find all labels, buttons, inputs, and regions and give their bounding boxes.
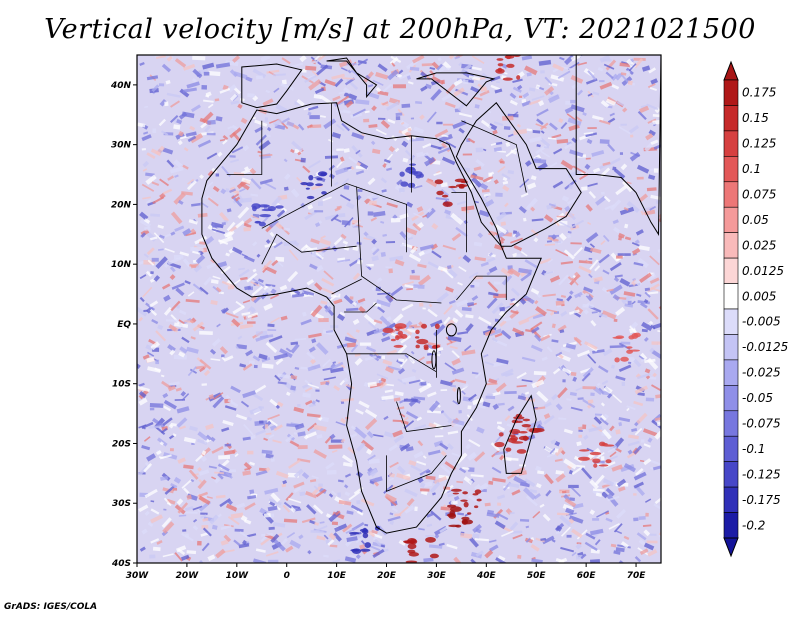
iberia-coastline [241, 63, 303, 109]
colorbar-label: -0.05 [742, 391, 773, 405]
lon-tick-label: 10W [226, 571, 250, 581]
country-border [386, 455, 447, 492]
country-border [226, 120, 263, 175]
lon-tick-label: 20E [377, 571, 397, 581]
colorbar: 0.175 0.15 0.125 0.1 0.075 0.05 0.025 0.0125 0.0… [723, 60, 788, 558]
colorbar-segment [723, 334, 739, 361]
lon-tick-label: 30E [427, 571, 447, 581]
country-border [344, 302, 377, 313]
country-border [261, 183, 407, 253]
colorbar-segment [723, 461, 739, 488]
country-border [346, 353, 437, 373]
lon-tick-label: 30W [126, 571, 150, 581]
lon-tick-label: 70E [627, 571, 647, 581]
map-title: Vertical velocity [m/s] at 200hPa, VT: 2… [44, 14, 756, 45]
arabia-coastline [455, 102, 582, 247]
lon-tick-label: 60E [577, 571, 597, 581]
country-border [451, 192, 467, 253]
lat-tick-label: 30N [111, 141, 132, 151]
colorbar-label: 0.005 [742, 289, 776, 303]
lat-tick-label: 20S [112, 439, 131, 449]
lon-tick-label: 10E [327, 571, 347, 581]
colorbar-label: 0.05 [742, 213, 769, 227]
anatolia-coastline [416, 72, 496, 107]
colorbar-segment [723, 435, 739, 462]
colorbar-top-arrow [723, 60, 739, 81]
lon-tick-label: 20W [176, 571, 200, 581]
colorbar-segment [723, 359, 739, 386]
country-border [396, 401, 452, 432]
lat-tick-label: EQ [117, 320, 131, 330]
colorbar-label: 0.025 [742, 238, 776, 252]
lake-victoria [445, 323, 457, 337]
colorbar-segment [723, 156, 739, 183]
country-border [261, 233, 357, 265]
colorbar-label: -0.005 [742, 315, 781, 329]
colorbar-segment [723, 79, 739, 106]
colorbar-label: -0.175 [742, 493, 781, 507]
africa-coastline [201, 102, 542, 534]
madagascar-coastline [503, 394, 537, 474]
lat-tick-label: 20N [111, 200, 132, 210]
colorbar-label: 0.125 [742, 137, 776, 151]
italy-coastline [326, 57, 378, 99]
lat-tick-label: 10S [112, 380, 131, 390]
colorbar-label: -0.0125 [742, 340, 788, 354]
colorbar-segment [723, 130, 739, 157]
lon-tick-label: 0 [284, 571, 290, 581]
lake-tanganyika [431, 350, 437, 370]
colorbar-segment [723, 257, 739, 284]
colorbar-label: 0.175 [742, 86, 776, 100]
colorbar-segment [723, 105, 739, 132]
colorbar-bottom-arrow [723, 537, 739, 558]
colorbar-segment [723, 308, 739, 335]
colorbar-label: -0.1 [742, 442, 765, 456]
colorbar-label: -0.2 [742, 518, 765, 532]
colorbar-segment [723, 486, 739, 513]
colorbar-label: -0.025 [742, 366, 781, 380]
colorbar-label: -0.075 [742, 417, 781, 431]
colorbar-label: -0.125 [742, 467, 781, 481]
lat-tick-label: 10N [111, 260, 132, 270]
lat-tick-label: 40S [111, 559, 131, 569]
country-border [461, 120, 527, 193]
plot-frame [136, 54, 662, 564]
asia-coastline [575, 55, 661, 237]
colorbar-segment [723, 512, 739, 539]
colorbar-label: 0.0125 [742, 264, 784, 278]
colorbar-segment [723, 206, 739, 233]
colorbar-segment [723, 283, 739, 310]
lake-malawi [456, 387, 461, 405]
colorbar-label: 0.1 [742, 162, 761, 176]
lon-tick-label: 50E [527, 571, 547, 581]
country-border [456, 275, 507, 301]
map-axes: 30W 20W 10W 0 10E 20E 30E 40E 50E 60E 70E 40N 30N 20N… [110, 81, 646, 581]
lat-tick-label: 30S [112, 499, 131, 509]
colorbar-segment [723, 385, 739, 412]
colorbar-label: 0.15 [742, 111, 769, 125]
lat-tick-label: 40N [110, 81, 132, 91]
lon-tick-label: 40E [476, 571, 497, 581]
country-border [331, 278, 362, 295]
colorbar-segment [723, 181, 739, 208]
colorbar-segment [723, 232, 739, 259]
colorbar-label: 0.075 [742, 188, 776, 202]
plot-area [136, 54, 662, 564]
country-border [356, 186, 442, 304]
grads-credit: GrADS: IGES/COLA [4, 602, 98, 612]
colorbar-segment [723, 410, 739, 437]
